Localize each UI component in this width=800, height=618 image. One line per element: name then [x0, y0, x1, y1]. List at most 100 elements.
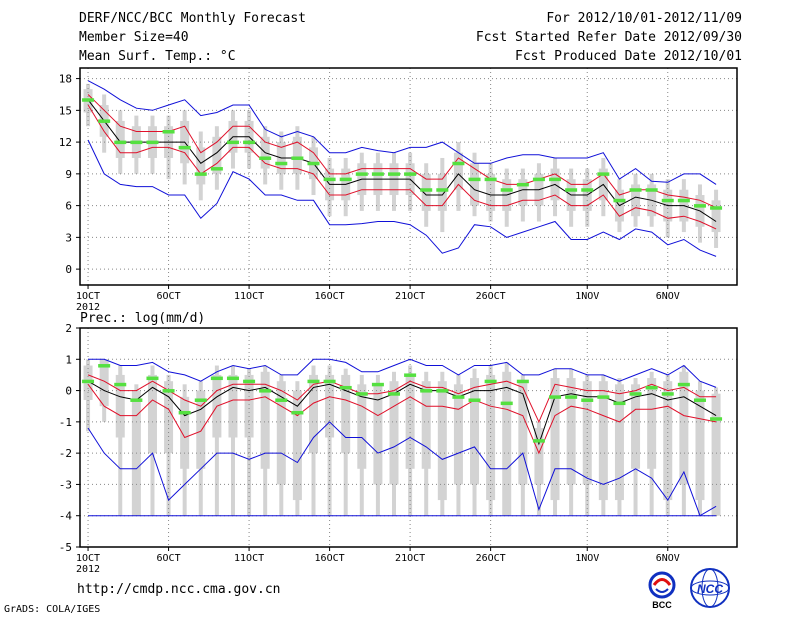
ncc-logo-text: NCC: [697, 582, 723, 596]
observed-mark: [629, 392, 642, 396]
series-line-upper: [88, 358, 717, 388]
series-line-inner_upper: [87, 374, 717, 424]
box: [566, 378, 576, 485]
observed-mark: [581, 398, 594, 402]
observed-mark: [388, 172, 401, 176]
x-tick-label: 6NOV: [656, 553, 680, 564]
observed-mark: [114, 382, 127, 387]
whisker: [214, 365, 219, 516]
box: [470, 378, 480, 485]
y-tick-label: 0: [65, 263, 72, 276]
observed-mark: [516, 182, 529, 187]
box: [453, 152, 463, 190]
box: [453, 384, 463, 485]
observed-mark: [468, 398, 481, 402]
observed-mark: [307, 161, 320, 166]
observed-mark: [404, 373, 417, 377]
observed-mark: [323, 379, 336, 384]
box: [196, 147, 206, 185]
y-tick-label: 18: [59, 73, 72, 86]
observed-mark: [82, 379, 95, 384]
panel-title: Prec.: log(mm/d): [80, 311, 205, 326]
source-url[interactable]: http://cmdp.ncc.cma.gov.cn: [77, 582, 281, 597]
x-tick-label: 1OCT: [76, 291, 100, 302]
observed-mark: [452, 161, 465, 166]
x-tick-label: 1NOV: [575, 553, 599, 564]
series-line-median: [87, 99, 717, 222]
y-tick-label: -4: [59, 510, 73, 523]
box: [631, 184, 641, 217]
observed-mark: [629, 188, 642, 192]
observed-mark: [484, 379, 497, 384]
observed-mark: [436, 389, 449, 393]
member-size-label: Member Size=40: [79, 30, 189, 45]
observed-mark: [565, 395, 578, 399]
observed-mark: [114, 140, 127, 145]
observed-mark: [420, 188, 433, 192]
observed-mark: [355, 392, 368, 396]
observed-mark: [291, 156, 304, 160]
box: [292, 390, 302, 501]
box: [437, 381, 447, 501]
x-tick-label: 16OCT: [315, 291, 345, 302]
box: [276, 381, 286, 485]
box: [244, 374, 254, 438]
series-line-inner_lower: [87, 384, 717, 455]
observed-mark: [291, 410, 304, 415]
fcst-produced-label: Fcst Produced Date 2012/10/01: [515, 49, 742, 64]
whisker: [247, 368, 252, 516]
box: [164, 381, 174, 454]
observed-mark: [452, 395, 465, 399]
observed-mark: [500, 401, 513, 406]
observed-mark: [549, 395, 562, 399]
box: [147, 374, 157, 454]
observed-mark: [468, 177, 481, 182]
x-tick-label: 21OCT: [395, 291, 425, 302]
x-tick-label: 21OCT: [395, 553, 425, 564]
observed-mark: [162, 130, 175, 134]
y-tick-label: 3: [65, 231, 72, 244]
observed-mark: [549, 177, 562, 182]
box: [115, 374, 125, 438]
series-line-inner_upper: [87, 94, 717, 209]
box: [196, 390, 206, 469]
box: [405, 374, 415, 469]
y-tick-label: 2: [65, 322, 72, 335]
series-line-median: [87, 380, 717, 446]
x-tick-label: 11OCT: [234, 291, 264, 302]
observed-mark: [146, 140, 159, 145]
box: [357, 384, 367, 469]
box: [695, 390, 705, 501]
box: [518, 381, 528, 485]
observed-mark: [98, 364, 111, 368]
y-tick-label: 1: [65, 353, 72, 366]
box: [115, 120, 125, 158]
series-line-upper: [87, 80, 717, 185]
observed-mark: [597, 395, 610, 399]
observed-mark: [130, 140, 143, 145]
box: [679, 371, 689, 485]
observed-mark: [581, 188, 594, 192]
y-tick-label: 6: [65, 200, 72, 213]
box: [711, 393, 721, 516]
fcst-started-label: Fcst Started Refer Date 2012/09/30: [475, 30, 742, 45]
x-tick-label: 11OCT: [234, 553, 264, 564]
observed-mark: [710, 417, 723, 421]
grads-credit: GrADS: COLA/IGES: [4, 604, 101, 615]
observed-mark: [243, 379, 256, 384]
panel-frame: [79, 67, 738, 286]
box: [502, 371, 512, 516]
whisker: [230, 365, 235, 516]
box: [99, 359, 109, 407]
observed-mark: [677, 198, 690, 203]
observed-mark: [597, 172, 610, 176]
observed-mark: [420, 389, 433, 393]
y-tick-label: -1: [59, 416, 72, 429]
x-tick-label: 1OCT: [76, 553, 100, 564]
observed-mark: [645, 188, 658, 192]
panel-frame: [79, 327, 738, 548]
series-line-inner_lower: [87, 104, 717, 230]
observed-mark: [532, 177, 545, 182]
observed-mark: [275, 398, 288, 402]
